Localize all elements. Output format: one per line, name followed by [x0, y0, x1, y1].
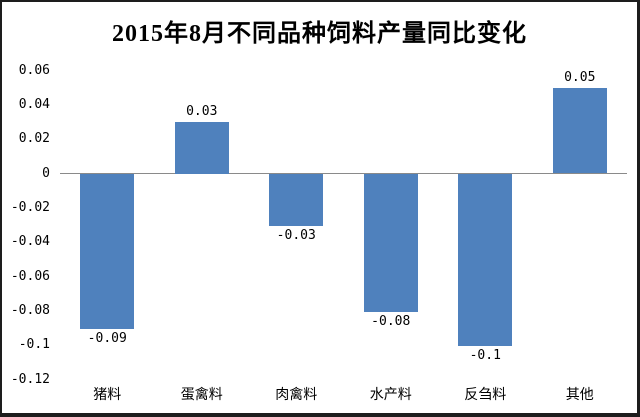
- data-label: -0.03: [276, 228, 316, 243]
- y-tick-label: 0.04: [18, 96, 50, 112]
- y-tick-label: -0.12: [10, 371, 50, 387]
- data-label: -0.08: [371, 313, 411, 329]
- y-tick-label: -0.02: [10, 199, 50, 215]
- y-tick-label: 0.06: [18, 62, 50, 78]
- bar-反刍料: [458, 174, 513, 346]
- category-label-水产料: 水产料: [369, 386, 412, 402]
- bar-猪料: [80, 174, 135, 329]
- chart-title: 2015年8月不同品种饲料产量同比变化: [112, 21, 527, 47]
- data-label: -0.09: [87, 331, 127, 346]
- y-tick-label: -0.06: [10, 268, 50, 284]
- y-tick-label: -0.04: [10, 234, 50, 250]
- bar-肉禽料: [269, 174, 324, 226]
- y-tick-label: -0.08: [10, 302, 50, 318]
- y-tick-label: -0.1: [18, 337, 50, 353]
- y-tick-label: 0: [42, 165, 50, 181]
- bar-水产料: [363, 174, 418, 312]
- category-label-肉禽料: 肉禽料: [275, 386, 318, 402]
- plot-area: 0.06 0.04 0.02 0 -0.02 -0.04 -0.06 -0.08 -0.1 -0.…: [2, 2, 637, 413]
- category-label-其他: 其他: [565, 386, 594, 402]
- data-label: 0.03: [186, 104, 218, 119]
- category-label-反刍料: 反刍料: [464, 386, 507, 402]
- category-label-猪料: 猪料: [93, 386, 122, 402]
- zero-axis-line: [60, 172, 627, 175]
- category-label-蛋禽料: 蛋禽料: [180, 386, 223, 402]
- bar-其他: [552, 87, 607, 174]
- bar-蛋禽料: [174, 122, 229, 174]
- y-tick-label: 0.02: [18, 131, 50, 147]
- data-label: -0.1: [469, 348, 501, 364]
- data-label: 0.05: [564, 69, 596, 85]
